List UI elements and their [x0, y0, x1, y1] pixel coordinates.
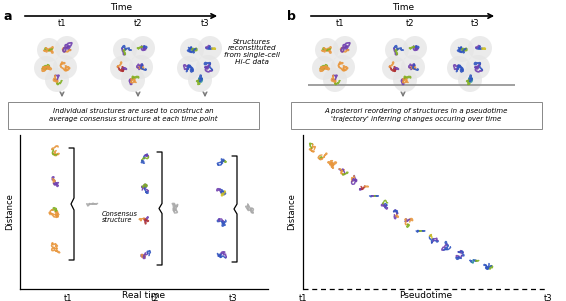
FancyBboxPatch shape	[290, 101, 542, 129]
Text: Distance: Distance	[6, 194, 15, 231]
Circle shape	[129, 55, 153, 79]
Text: Individual structures are used to construct an
average consensus structure at ea: Individual structures are used to constr…	[49, 108, 217, 122]
Text: Time: Time	[110, 3, 132, 12]
Text: a: a	[4, 10, 12, 23]
Circle shape	[198, 36, 222, 60]
Text: t1: t1	[299, 294, 307, 301]
Circle shape	[113, 38, 137, 62]
Circle shape	[403, 36, 427, 60]
Text: t2: t2	[151, 294, 159, 301]
Circle shape	[55, 36, 79, 60]
Circle shape	[447, 56, 471, 80]
Text: t1: t1	[336, 19, 344, 28]
Circle shape	[333, 36, 357, 60]
Circle shape	[323, 68, 347, 92]
Circle shape	[188, 68, 212, 92]
Text: Distance: Distance	[288, 194, 297, 231]
Circle shape	[196, 55, 220, 79]
Text: t1: t1	[58, 19, 66, 28]
Circle shape	[468, 36, 492, 60]
Text: Consensus
structure: Consensus structure	[102, 210, 138, 224]
Circle shape	[393, 68, 417, 92]
Text: t2: t2	[406, 19, 414, 28]
Circle shape	[110, 56, 134, 80]
Text: A posterori reordering of structures in a pseudotime
'trajectory' inferring chan: A posterori reordering of structures in …	[324, 108, 508, 122]
Text: t3: t3	[471, 19, 479, 28]
Circle shape	[37, 38, 61, 62]
Circle shape	[121, 68, 145, 92]
Circle shape	[331, 55, 355, 79]
Circle shape	[53, 55, 77, 79]
Circle shape	[466, 55, 490, 79]
Text: Time: Time	[392, 3, 414, 12]
Circle shape	[401, 55, 425, 79]
Circle shape	[385, 38, 409, 62]
Circle shape	[180, 38, 204, 62]
FancyBboxPatch shape	[7, 101, 259, 129]
Circle shape	[45, 68, 69, 92]
Text: Real time: Real time	[122, 291, 166, 300]
Text: b: b	[287, 10, 296, 23]
Text: t1: t1	[64, 294, 72, 301]
Circle shape	[458, 68, 482, 92]
Text: t3: t3	[201, 19, 209, 28]
Circle shape	[450, 38, 474, 62]
Circle shape	[131, 36, 155, 60]
Text: t3: t3	[229, 294, 237, 301]
Text: t2: t2	[134, 19, 142, 28]
Circle shape	[315, 38, 339, 62]
Text: t3: t3	[544, 294, 552, 301]
Circle shape	[34, 56, 58, 80]
Text: Structures
reconstituted
from single-cell
Hi-C data: Structures reconstituted from single-cel…	[224, 39, 280, 66]
Circle shape	[177, 56, 201, 80]
Text: Pseudotime: Pseudotime	[399, 291, 452, 300]
Circle shape	[312, 56, 336, 80]
Circle shape	[382, 56, 406, 80]
